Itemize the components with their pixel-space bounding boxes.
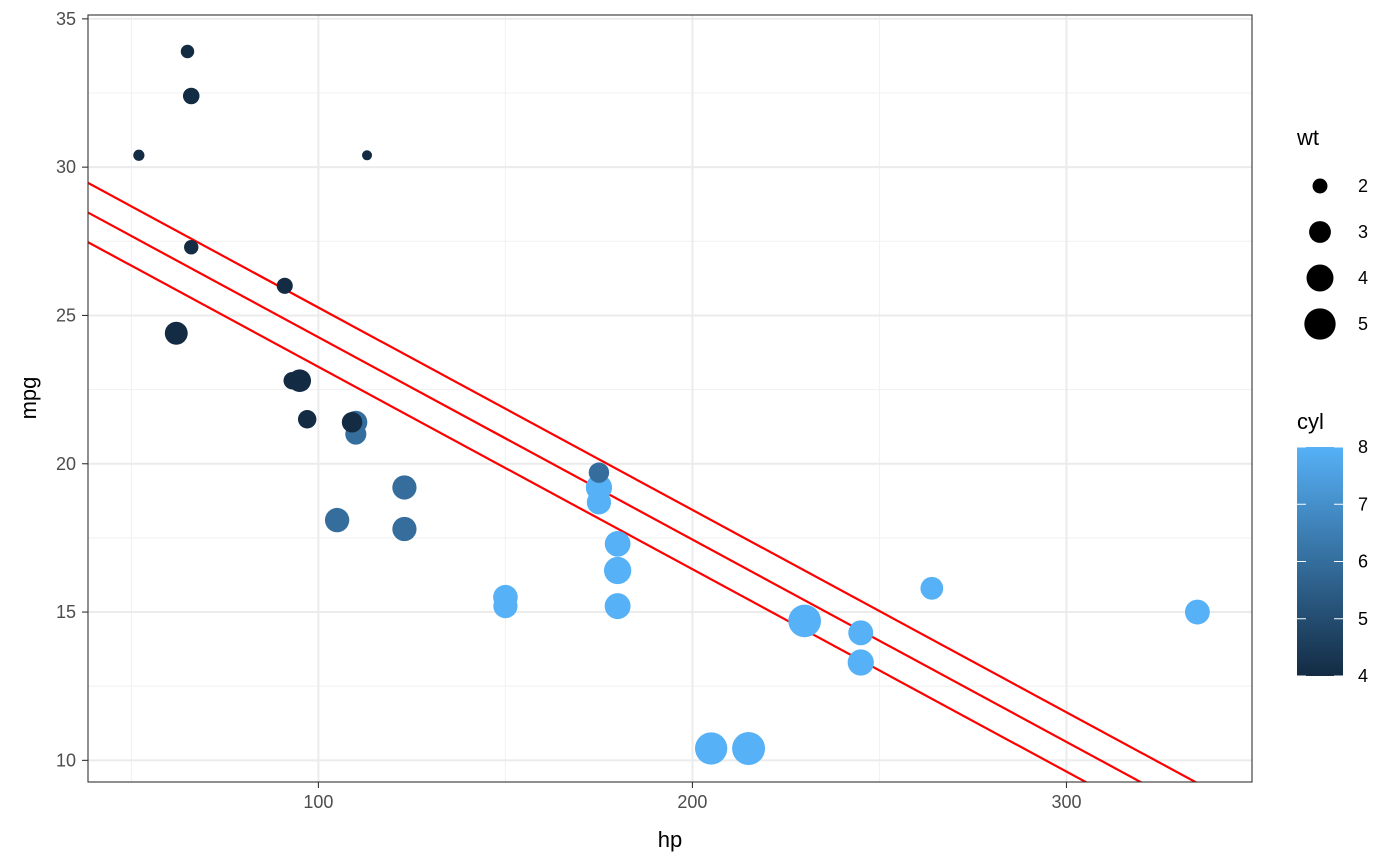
y-tick-label: 20 (56, 454, 76, 474)
y-axis: 10 15 20 25 30 35 (56, 9, 88, 770)
size-legend: wt 2 3 4 5 (1296, 125, 1368, 340)
data-point (588, 462, 610, 483)
data-point (297, 410, 317, 429)
y-tick-label: 15 (56, 602, 76, 622)
data-point (180, 44, 195, 59)
y-tick-label: 25 (56, 305, 76, 325)
data-point (694, 732, 728, 765)
x-tick-label: 100 (303, 792, 333, 812)
data-point (392, 475, 417, 500)
size-legend-title: wt (1296, 125, 1319, 150)
abline (88, 241, 1089, 782)
data-point (848, 620, 874, 646)
data-point (1184, 599, 1210, 625)
data-point (392, 516, 417, 542)
y-tick-label: 30 (56, 157, 76, 177)
panel-border (87, 14, 1253, 783)
data-point (276, 277, 293, 294)
grid-major (88, 15, 1252, 782)
color-legend-label: 7 (1358, 494, 1368, 514)
data-point (493, 594, 518, 619)
size-legend-key (1304, 308, 1336, 340)
color-legend-label: 4 (1358, 666, 1368, 686)
color-legend-label: 6 (1358, 552, 1368, 572)
grid-minor (88, 15, 1252, 782)
y-tick-label: 35 (56, 9, 76, 29)
size-legend-key (1312, 178, 1328, 194)
y-tick-label: 10 (56, 750, 76, 770)
data-point (362, 150, 373, 161)
size-legend-label: 2 (1358, 176, 1368, 196)
data-point (324, 507, 350, 533)
data-point (164, 321, 188, 345)
data-point (341, 411, 363, 433)
data-point (184, 240, 199, 255)
panel-background (88, 15, 1252, 782)
size-legend-key (1306, 264, 1334, 292)
data-point (847, 649, 874, 676)
data-point (920, 576, 944, 600)
x-tick-label: 200 (677, 792, 707, 812)
data-point (732, 731, 766, 765)
x-axis: 100 200 300 (303, 782, 1082, 812)
color-legend-label: 5 (1358, 609, 1368, 629)
data-point (133, 149, 145, 161)
data-points (133, 44, 1210, 765)
size-legend-label: 4 (1358, 268, 1368, 288)
data-point (585, 474, 613, 501)
data-point (288, 369, 312, 393)
x-tick-label: 300 (1051, 792, 1081, 812)
color-legend-title: cyl (1297, 409, 1324, 434)
y-axis-title: mpg (16, 377, 41, 420)
size-legend-label: 5 (1358, 314, 1368, 334)
data-point (603, 556, 632, 585)
data-point (182, 87, 200, 105)
size-legend-key (1309, 221, 1331, 243)
data-point (788, 604, 822, 638)
data-point (604, 530, 631, 557)
color-legend-label: 8 (1358, 437, 1368, 457)
data-point (604, 593, 631, 620)
color-legend: cyl 4 5 6 7 8 (1297, 409, 1368, 686)
size-legend-label: 3 (1358, 222, 1368, 242)
abline (88, 211, 1143, 782)
x-axis-title: hp (658, 827, 682, 852)
